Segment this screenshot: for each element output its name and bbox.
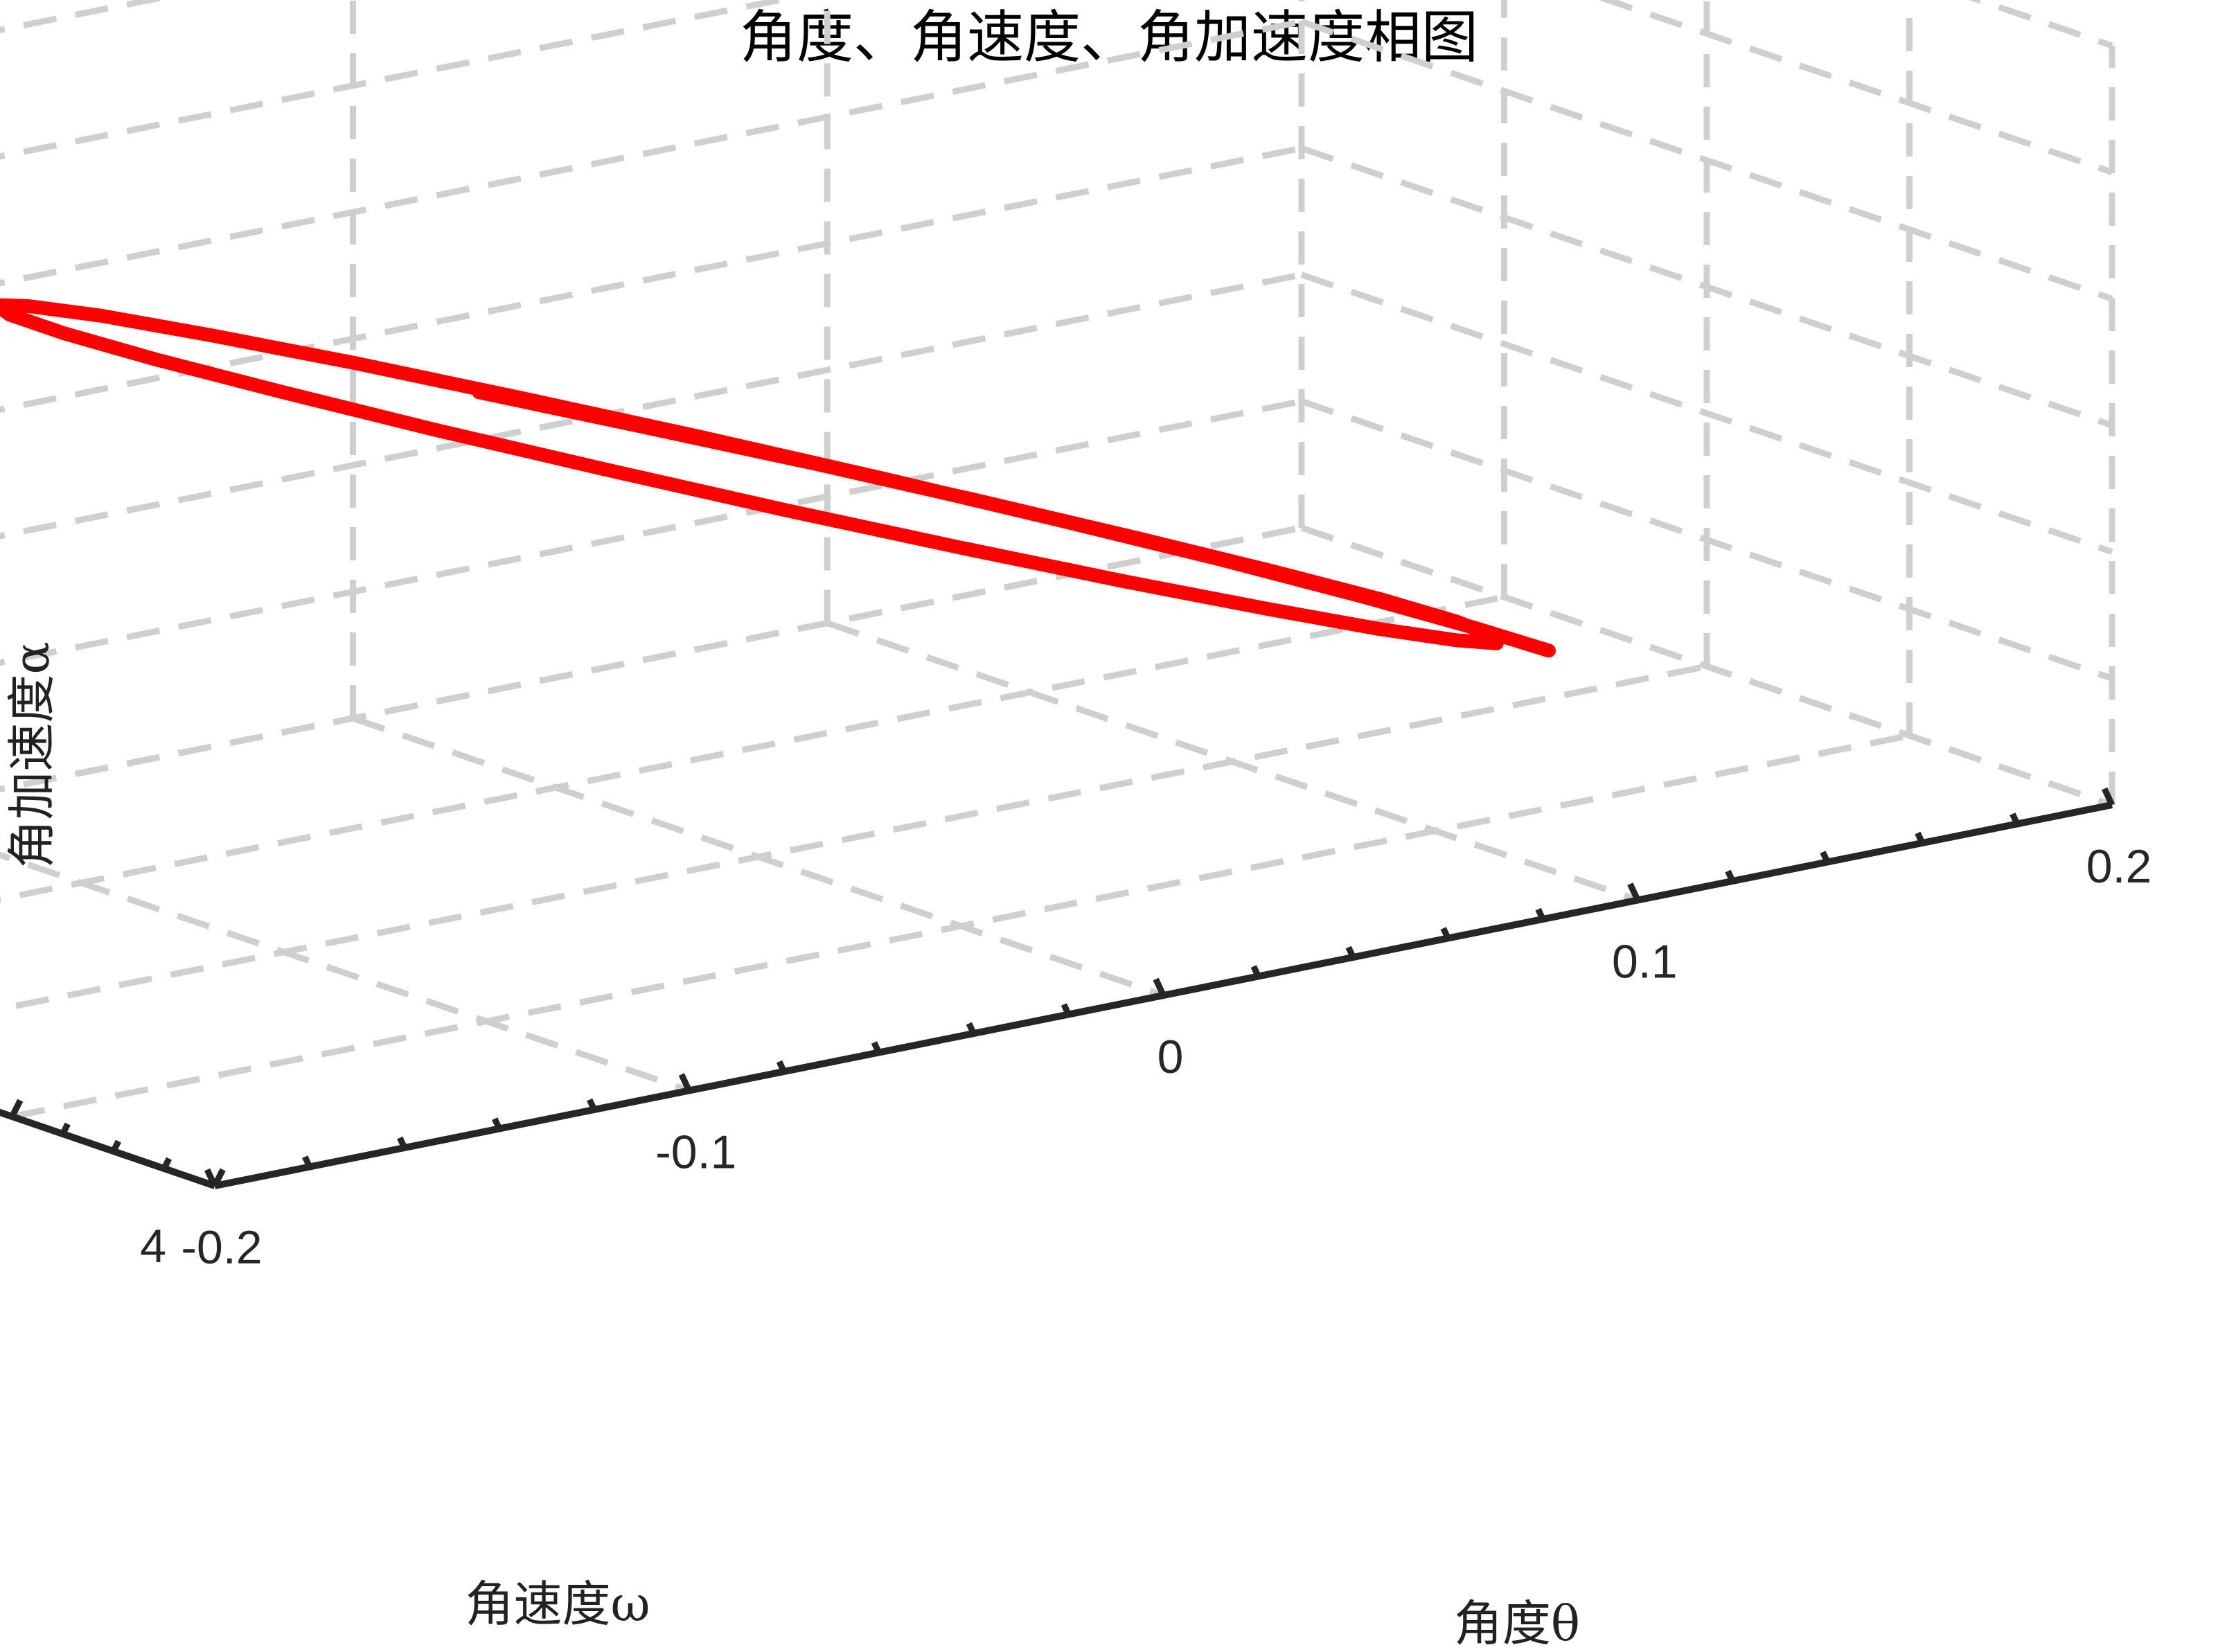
grid-line <box>1300 272 2113 555</box>
grid-layer <box>0 0 2115 1189</box>
x-minor-tick <box>871 1041 882 1054</box>
x-major-tick <box>1153 977 1166 997</box>
x-major-tick <box>1627 882 1641 902</box>
x-minor-tick <box>492 1117 502 1130</box>
grid-line <box>11 732 1910 1120</box>
x-tick-label: 0.2 <box>2086 840 2152 893</box>
series-line <box>0 298 1556 658</box>
x-tick-label: -0.1 <box>655 1126 736 1179</box>
x-tick-label: 0.1 <box>1612 936 1678 988</box>
z-axis-label: 角加速度α <box>3 641 60 868</box>
x-minor-tick <box>1345 945 1356 959</box>
x-minor-tick <box>1725 869 1736 882</box>
grid-line <box>0 663 1707 1013</box>
x-axis-label: 角度θ <box>1454 1595 1580 1652</box>
y-minor-tick <box>110 1139 121 1153</box>
y-axis-label: 角速度ω <box>465 1576 650 1633</box>
x-minor-tick <box>776 1060 787 1073</box>
x-minor-tick <box>966 1022 977 1035</box>
x-minor-tick <box>1250 965 1261 978</box>
x-minor-tick <box>302 1155 313 1169</box>
grid-line <box>0 272 1302 540</box>
y-major-tick <box>9 1099 24 1119</box>
y-minor-tick <box>161 1157 172 1171</box>
grid-line <box>1300 524 2113 808</box>
x-major-tick <box>678 1073 692 1092</box>
x-tick-label: 0 <box>1157 1031 1184 1083</box>
x-minor-tick <box>1915 831 1926 844</box>
y-axis-line <box>0 1108 216 1189</box>
x-minor-tick <box>1440 927 1451 940</box>
x-minor-tick <box>1535 907 1546 921</box>
axis-layer: -0.2-0.100.10.2-4-2024-60-40-200204060 <box>0 787 2152 1274</box>
grid-line <box>0 524 1302 792</box>
x-minor-tick <box>587 1098 597 1111</box>
y-minor-tick <box>60 1122 71 1136</box>
data-layer <box>0 298 1556 658</box>
x-major-tick <box>2102 787 2115 806</box>
grid-line <box>0 594 1505 903</box>
y-tick-label: 4 <box>140 1220 166 1272</box>
x-minor-tick <box>1820 851 1831 864</box>
x-minor-tick <box>2009 812 2021 826</box>
x-minor-tick <box>397 1136 407 1149</box>
x-tick-label: -0.2 <box>181 1221 262 1274</box>
y-major-tick <box>211 1168 226 1188</box>
x-minor-tick <box>1061 1003 1072 1016</box>
